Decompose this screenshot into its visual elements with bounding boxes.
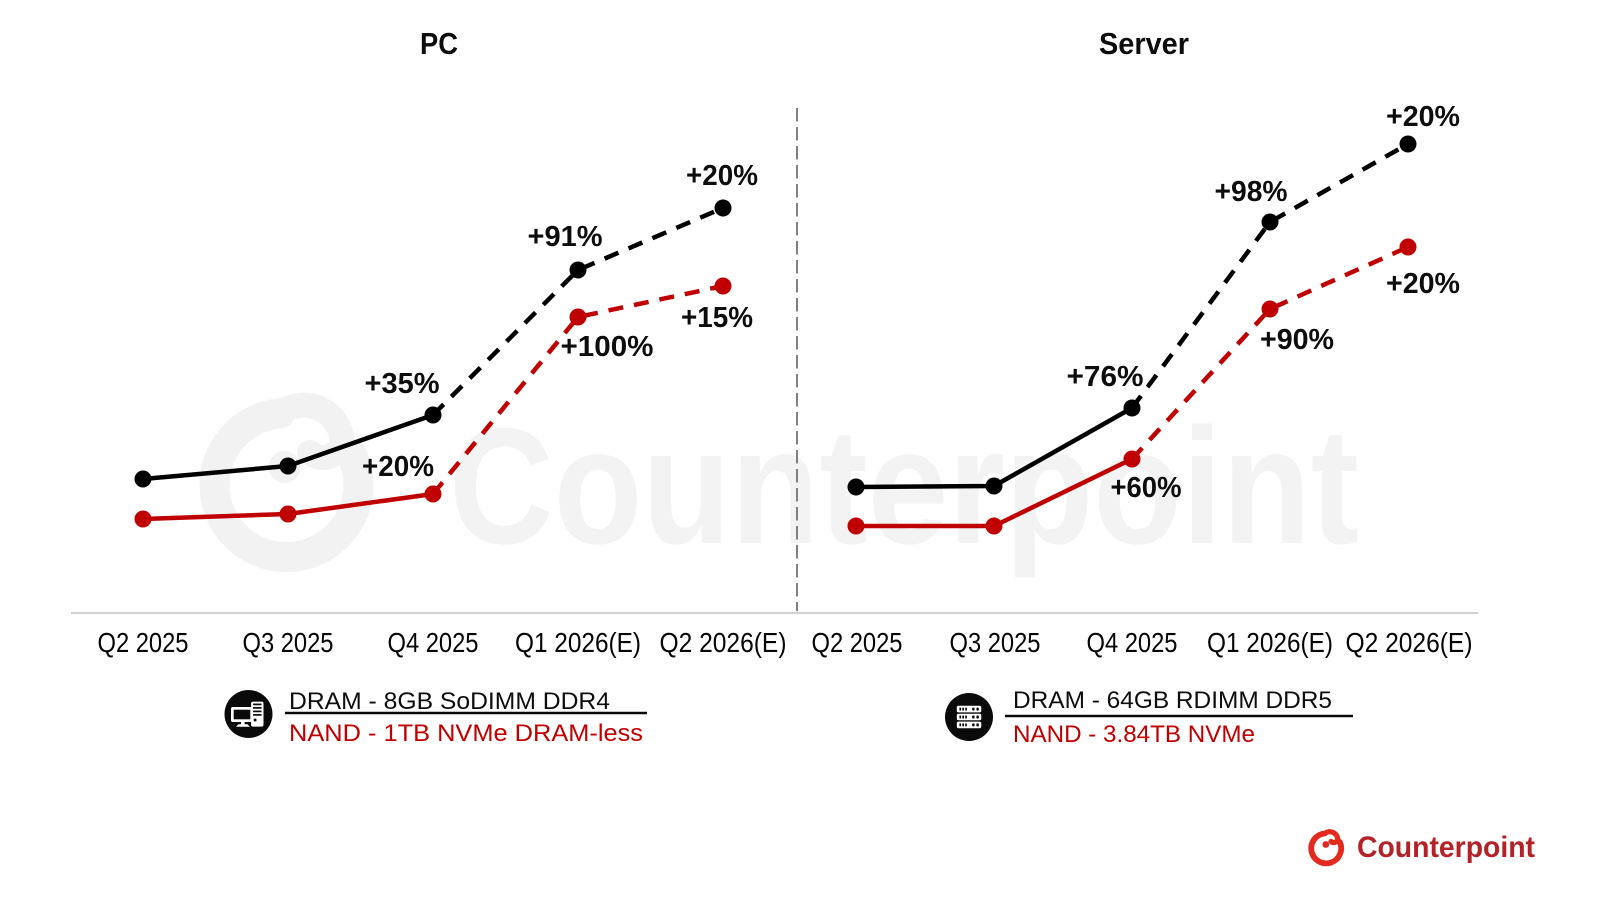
svg-text:Q3 2025: Q3 2025 <box>950 627 1041 658</box>
svg-text:Q2 2025: Q2 2025 <box>98 627 189 658</box>
svg-text:+60%: +60% <box>1111 472 1182 504</box>
svg-text:+98%: +98% <box>1215 176 1288 208</box>
svg-text:NAND - 1TB NVMe DRAM-less: NAND - 1TB NVMe DRAM-less <box>289 720 643 747</box>
svg-text:PC: PC <box>420 26 458 61</box>
svg-text:+20%: +20% <box>1386 101 1460 133</box>
svg-text:+20%: +20% <box>362 451 434 483</box>
svg-text:+91%: +91% <box>528 221 603 253</box>
svg-text:Q4 2025: Q4 2025 <box>1087 627 1178 658</box>
svg-text:Q1 2026(E): Q1 2026(E) <box>1207 627 1333 658</box>
svg-text:Q3 2025: Q3 2025 <box>243 627 334 658</box>
svg-text:DRAM - 64GB RDIMM DDR5: DRAM - 64GB RDIMM DDR5 <box>1013 687 1332 714</box>
svg-text:+76%: +76% <box>1067 361 1144 393</box>
svg-text:Q1 2026(E): Q1 2026(E) <box>515 627 641 658</box>
svg-text:NAND - 3.84TB NVMe: NAND - 3.84TB NVMe <box>1013 721 1255 748</box>
svg-text:Q2 2026(E): Q2 2026(E) <box>1346 627 1473 658</box>
svg-text:Counterpoint: Counterpoint <box>1357 831 1535 864</box>
svg-text:+35%: +35% <box>365 368 440 400</box>
svg-text:+20%: +20% <box>1386 268 1460 300</box>
svg-text:+20%: +20% <box>686 160 758 192</box>
svg-text:Q4 2025: Q4 2025 <box>388 627 479 658</box>
svg-text:+100%: +100% <box>561 331 654 363</box>
svg-text:Q2 2026(E): Q2 2026(E) <box>660 627 787 658</box>
svg-text:Q2 2025: Q2 2025 <box>812 627 903 658</box>
svg-text:+15%: +15% <box>681 302 753 334</box>
svg-text:+90%: +90% <box>1260 324 1334 356</box>
svg-text:DRAM - 8GB SoDIMM DDR4: DRAM - 8GB SoDIMM DDR4 <box>289 688 610 715</box>
svg-text:Server: Server <box>1099 26 1189 61</box>
